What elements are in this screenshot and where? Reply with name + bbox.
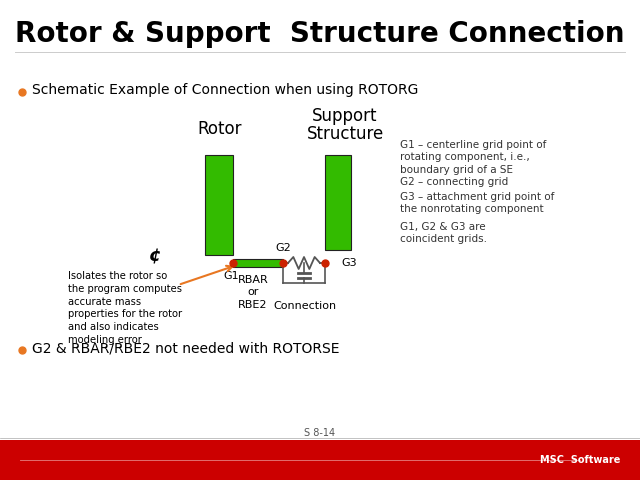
Text: G2: G2 xyxy=(275,243,291,253)
Text: ¢: ¢ xyxy=(148,248,161,266)
Text: Isolates the rotor so
the program computes
accurate mass
properties for the roto: Isolates the rotor so the program comput… xyxy=(68,271,182,345)
Text: RBAR
or
RBE2: RBAR or RBE2 xyxy=(237,275,268,310)
Bar xyxy=(205,155,233,255)
Bar xyxy=(233,259,283,267)
Text: S 8-14: S 8-14 xyxy=(305,428,335,438)
Text: Rotor & Support  Structure Connection: Rotor & Support Structure Connection xyxy=(15,20,625,48)
Text: Rotor: Rotor xyxy=(198,120,243,138)
Text: G1, G2 & G3 are
coincident grids.: G1, G2 & G3 are coincident grids. xyxy=(400,222,487,244)
Text: MSC  Software: MSC Software xyxy=(540,455,620,465)
Text: G2 & RBAR/RBE2 not needed with ROTORSE: G2 & RBAR/RBE2 not needed with ROTORSE xyxy=(32,341,339,355)
Text: Structure: Structure xyxy=(307,125,383,143)
Bar xyxy=(0,440,640,480)
Bar xyxy=(325,155,351,250)
Text: G1: G1 xyxy=(223,271,239,281)
Text: G2 – connecting grid: G2 – connecting grid xyxy=(400,177,508,187)
Text: G1 – centerline grid point of
rotating component, i.e.,
boundary grid of a SE: G1 – centerline grid point of rotating c… xyxy=(400,140,547,175)
Text: G3 – attachment grid point of
the nonrotating component: G3 – attachment grid point of the nonrot… xyxy=(400,192,554,215)
Text: Connection: Connection xyxy=(273,301,337,311)
Text: G3: G3 xyxy=(341,258,356,268)
Text: Schematic Example of Connection when using ROTORG: Schematic Example of Connection when usi… xyxy=(32,83,419,97)
Text: Support: Support xyxy=(312,107,378,125)
